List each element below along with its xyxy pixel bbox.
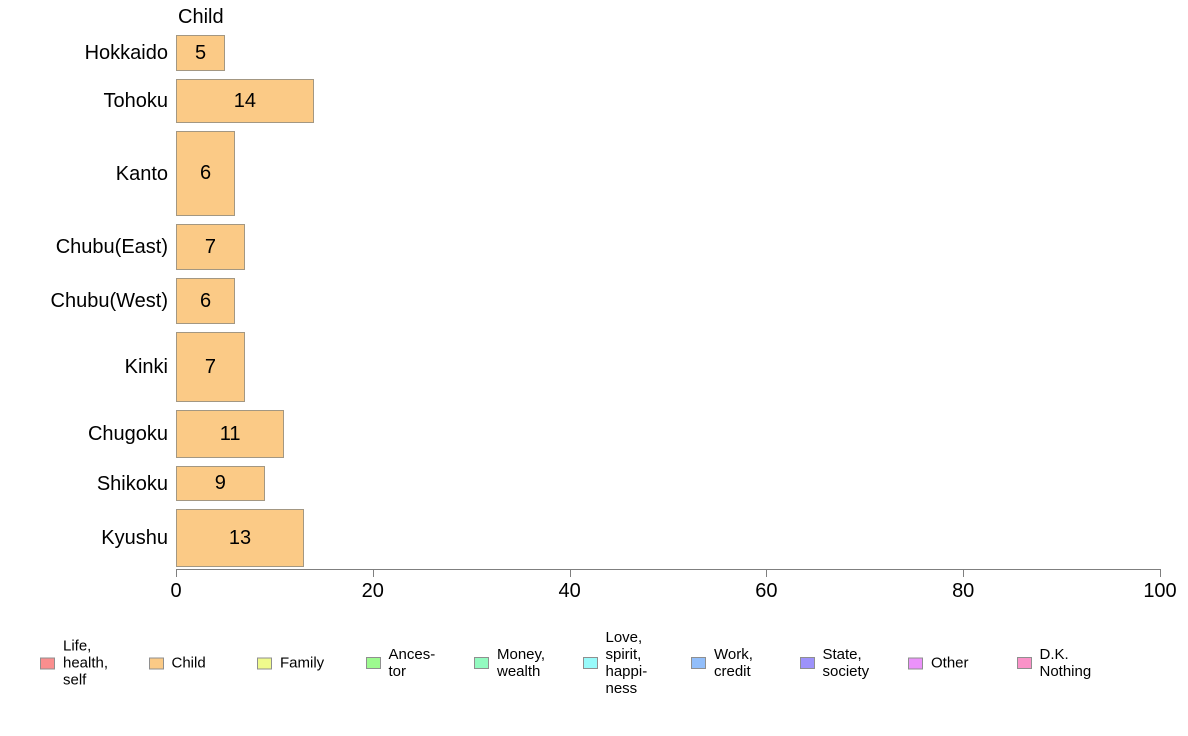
legend-item-child: Child [148, 654, 206, 672]
legend-label-love-spirit-happi-ness: Love, spirit, happi- ness [605, 629, 648, 697]
legend-item-love-spirit-happi-ness: Love, spirit, happi- ness [582, 629, 648, 697]
x-axis-tick [372, 569, 374, 577]
category-label-chubu-east: Chubu(East) [55, 236, 168, 258]
legend-swatch-life-health-self [40, 657, 55, 669]
bar-kanto: 6 [176, 131, 236, 216]
x-axis-tick-label: 60 [755, 580, 778, 602]
x-axis-tick-label: 100 [1143, 580, 1177, 602]
legend-swatch-love-spirit-happi-ness [582, 657, 598, 669]
legend-item-other: Other [908, 655, 969, 672]
x-axis-tick-label: 0 [170, 580, 182, 602]
bar-chubu-east: 7 [176, 224, 245, 270]
legend-swatch-work-credit [691, 657, 706, 669]
bar-value-label: 5 [195, 41, 207, 64]
legend-label-work-credit: Work, credit [714, 646, 753, 680]
legend-label-ances-tor: Ances- tor [388, 646, 436, 680]
bar-chubu-west: 6 [176, 278, 236, 324]
x-axis-tick-label: 80 [952, 580, 975, 602]
bar-value-label: 7 [204, 355, 216, 378]
category-label-shikoku: Shikoku [96, 472, 168, 495]
x-axis-tick-label: 20 [361, 580, 384, 602]
x-axis-tick [176, 569, 177, 577]
category-label-hokkaido: Hokkaido [84, 42, 168, 64]
bar-kinki: 7 [176, 332, 245, 402]
category-label-tohoku: Tohoku [103, 90, 169, 112]
category-label-chubu-west: Chubu(West) [50, 290, 168, 312]
legend-label-child: Child [171, 654, 206, 672]
legend-swatch-money-wealth [474, 657, 489, 669]
legend-label-family: Family [280, 654, 325, 672]
bar-value-label: 6 [199, 289, 212, 312]
legend-item-life-health-self: Life, health, self [40, 638, 108, 689]
x-axis-tick-label: 40 [558, 580, 581, 602]
legend-swatch-family [257, 657, 272, 669]
chart-title: Child [178, 6, 224, 28]
legend-item-state-society: State, society [799, 646, 870, 680]
bar-value-label: 7 [204, 235, 216, 258]
legend-item-d-k-nothing: D.K. Nothing [1016, 646, 1092, 680]
x-axis-tick [766, 569, 768, 577]
legend-swatch-ances-tor [365, 657, 381, 669]
legend-swatch-state-society [799, 657, 815, 669]
category-label-chugoku: Chugoku [87, 423, 168, 445]
bar-tohoku: 14 [176, 79, 314, 123]
legend-item-ances-tor: Ances- tor [365, 646, 436, 680]
legend-label-other: Other [931, 654, 969, 672]
bar-value-label: 14 [233, 89, 256, 112]
category-label-kyushu: Kyushu [101, 527, 168, 549]
x-axis-line [176, 569, 1160, 570]
bar-hokkaido: 5 [176, 35, 226, 71]
bar-value-label: 6 [199, 162, 212, 184]
legend-item-money-wealth: Money, wealth [474, 646, 545, 680]
x-axis-tick [1160, 569, 1161, 577]
bar-shikoku: 9 [176, 466, 265, 501]
bar-value-label: 9 [214, 472, 226, 494]
bar-value-label: 11 [219, 422, 241, 445]
x-axis-tick [569, 569, 571, 577]
x-axis-tick [963, 569, 965, 577]
legend-swatch-child [148, 657, 164, 669]
legend-label-state-society: State, society [822, 646, 870, 680]
bar-kyushu: 13 [176, 509, 304, 567]
legend-swatch-d-k-nothing [1016, 657, 1032, 669]
category-label-kanto: Kanto [115, 162, 168, 185]
legend-item-family: Family [257, 655, 324, 672]
category-label-kinki: Kinki [124, 356, 168, 378]
legend-label-d-k-nothing: D.K. Nothing [1039, 646, 1092, 680]
legend-label-life-health-self: Life, health, self [63, 637, 109, 689]
legend-item-work-credit: Work, credit [691, 646, 753, 680]
legend-swatch-other [908, 657, 923, 669]
legend-label-money-wealth: Money, wealth [497, 646, 546, 680]
bar-value-label: 13 [228, 526, 252, 549]
bar-chugoku: 11 [176, 410, 285, 458]
